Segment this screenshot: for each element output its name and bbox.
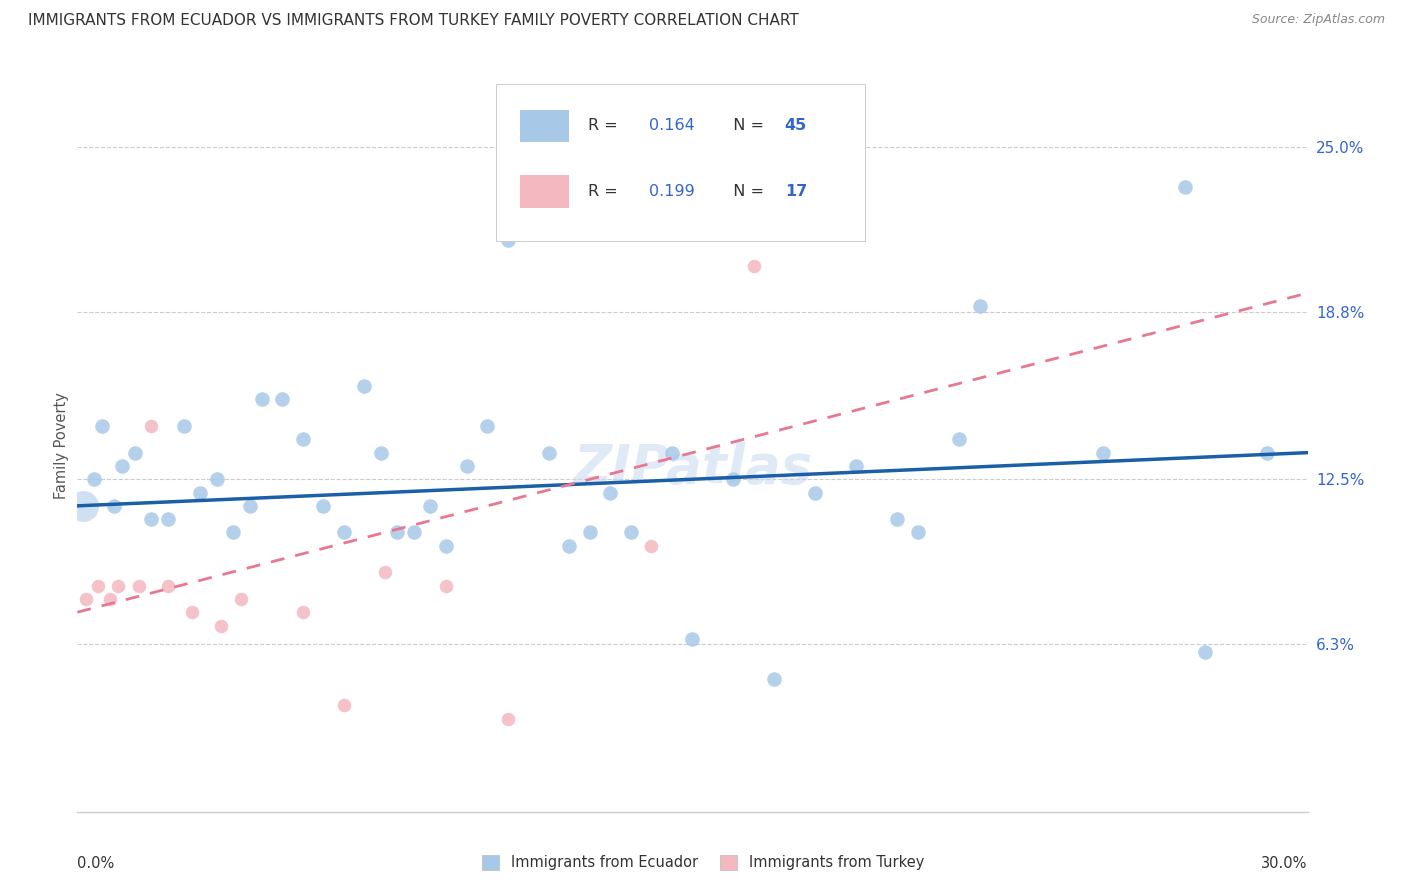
Point xyxy=(948,433,970,447)
Text: N =: N = xyxy=(723,184,769,199)
Point xyxy=(124,445,146,459)
Point xyxy=(72,499,94,513)
Text: R =: R = xyxy=(588,118,623,133)
Point xyxy=(103,499,125,513)
Point xyxy=(333,698,356,713)
Point xyxy=(231,591,253,606)
Point xyxy=(87,579,110,593)
Text: 45: 45 xyxy=(785,118,807,133)
Point xyxy=(156,512,179,526)
Y-axis label: Family Poverty: Family Poverty xyxy=(53,392,69,500)
Point xyxy=(1256,445,1278,459)
Point xyxy=(537,445,560,459)
Point xyxy=(436,579,458,593)
Point xyxy=(477,419,499,434)
Point xyxy=(845,458,868,473)
Point xyxy=(804,485,827,500)
Point xyxy=(436,539,458,553)
Point xyxy=(496,712,519,726)
Point xyxy=(75,591,97,606)
Point xyxy=(374,566,396,580)
Point xyxy=(239,499,262,513)
Point xyxy=(250,392,273,407)
Point xyxy=(558,539,581,553)
Text: 0.199: 0.199 xyxy=(650,184,695,199)
Text: IMMIGRANTS FROM ECUADOR VS IMMIGRANTS FROM TURKEY FAMILY POVERTY CORRELATION CHA: IMMIGRANTS FROM ECUADOR VS IMMIGRANTS FR… xyxy=(28,13,799,29)
Point xyxy=(763,672,786,686)
FancyBboxPatch shape xyxy=(520,176,569,209)
Text: N =: N = xyxy=(723,118,769,133)
Point xyxy=(969,299,991,313)
Point xyxy=(370,445,392,459)
Text: 17: 17 xyxy=(785,184,807,199)
Point xyxy=(156,579,179,593)
Point xyxy=(98,591,121,606)
Point xyxy=(907,525,929,540)
Point xyxy=(107,579,129,593)
Point xyxy=(209,618,232,632)
Point xyxy=(312,499,335,513)
Point xyxy=(83,472,105,486)
Point xyxy=(385,525,409,540)
Point xyxy=(291,605,314,619)
Text: 0.0%: 0.0% xyxy=(77,855,114,871)
Point xyxy=(353,379,375,393)
Point xyxy=(291,433,314,447)
Point xyxy=(419,499,441,513)
Point xyxy=(599,485,621,500)
Point xyxy=(141,512,163,526)
Point xyxy=(742,260,765,274)
Point xyxy=(1194,645,1216,659)
Point xyxy=(271,392,294,407)
Point xyxy=(333,525,356,540)
Point xyxy=(188,485,212,500)
Point xyxy=(128,579,150,593)
Point xyxy=(661,445,683,459)
Point xyxy=(723,472,745,486)
Point xyxy=(1091,445,1114,459)
Point xyxy=(620,525,643,540)
Point xyxy=(640,539,662,553)
FancyBboxPatch shape xyxy=(520,110,569,143)
Point xyxy=(456,458,478,473)
Text: 0.164: 0.164 xyxy=(650,118,695,133)
Text: R =: R = xyxy=(588,184,623,199)
Point xyxy=(402,525,425,540)
Point xyxy=(205,472,228,486)
Text: ZIPatlas: ZIPatlas xyxy=(572,442,813,494)
Point xyxy=(90,419,114,434)
Point xyxy=(579,525,602,540)
Point xyxy=(141,419,163,434)
FancyBboxPatch shape xyxy=(496,84,865,241)
Text: 30.0%: 30.0% xyxy=(1261,855,1308,871)
Point xyxy=(1174,179,1197,194)
Legend: Immigrants from Ecuador, Immigrants from Turkey: Immigrants from Ecuador, Immigrants from… xyxy=(475,848,931,876)
Point xyxy=(222,525,245,540)
Point xyxy=(496,233,519,247)
Point xyxy=(181,605,204,619)
Point xyxy=(682,632,704,646)
Text: Source: ZipAtlas.com: Source: ZipAtlas.com xyxy=(1251,13,1385,27)
Point xyxy=(886,512,908,526)
Point xyxy=(173,419,195,434)
Point xyxy=(111,458,134,473)
